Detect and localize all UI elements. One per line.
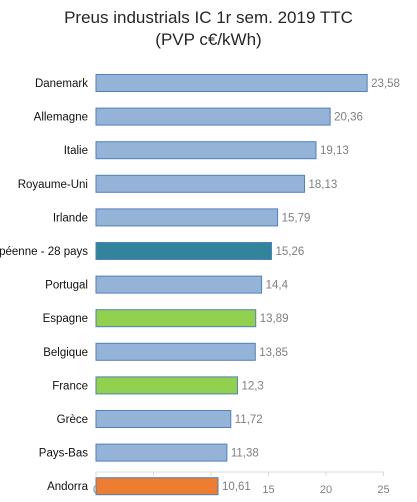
bar: [95, 410, 232, 428]
category-label: Pays-Bas: [39, 448, 88, 460]
x-tick-label: 25: [377, 484, 389, 496]
bar: [95, 242, 272, 260]
value-label: 18,13: [308, 179, 337, 191]
bar: [95, 74, 368, 92]
category-label: Espagne: [43, 313, 88, 325]
chart-title: Preus industrials IC 1r sem. 2019 TTC: [64, 8, 353, 27]
value-label: 11,38: [231, 448, 259, 460]
x-tick-label: 20: [320, 484, 332, 496]
value-label: 23,58: [371, 78, 400, 90]
value-label: 13,89: [260, 313, 289, 325]
value-label: 14,4: [266, 280, 289, 292]
category-label: Danemark: [35, 78, 88, 90]
category-label: Allemagne: [34, 112, 88, 124]
value-label: 15,26: [275, 246, 304, 258]
bar: [95, 107, 331, 126]
bar: [95, 443, 228, 462]
value-label: 12,3: [241, 380, 263, 392]
value-label: 20,36: [334, 112, 363, 124]
category-label: France: [52, 380, 88, 392]
bar: [95, 309, 257, 328]
bar: [95, 208, 279, 227]
bar: [95, 342, 256, 361]
bar: [95, 376, 238, 395]
category-label: Union européenne - 28 pays: [0, 246, 88, 258]
category-label: Italie: [64, 145, 88, 157]
category-label: Irlande: [53, 212, 88, 224]
chart-subtitle: (PVP c€/kWh): [155, 30, 262, 49]
bar: [95, 477, 219, 496]
category-label: Grèce: [57, 414, 88, 426]
bar: [95, 174, 305, 193]
bar: [95, 141, 317, 160]
value-label: 11,72: [235, 414, 263, 426]
category-label: Royaume-Uni: [18, 179, 88, 191]
value-label: 19,13: [320, 145, 349, 157]
category-label: Belgique: [43, 347, 88, 359]
category-label: Portugal: [45, 280, 88, 292]
x-tick-label: 15: [262, 484, 274, 496]
category-label: Andorra: [47, 481, 89, 493]
value-label: 15,79: [282, 212, 311, 224]
value-label: 10,61: [222, 481, 251, 493]
value-label: 13,85: [259, 347, 288, 359]
bar: [95, 275, 263, 294]
